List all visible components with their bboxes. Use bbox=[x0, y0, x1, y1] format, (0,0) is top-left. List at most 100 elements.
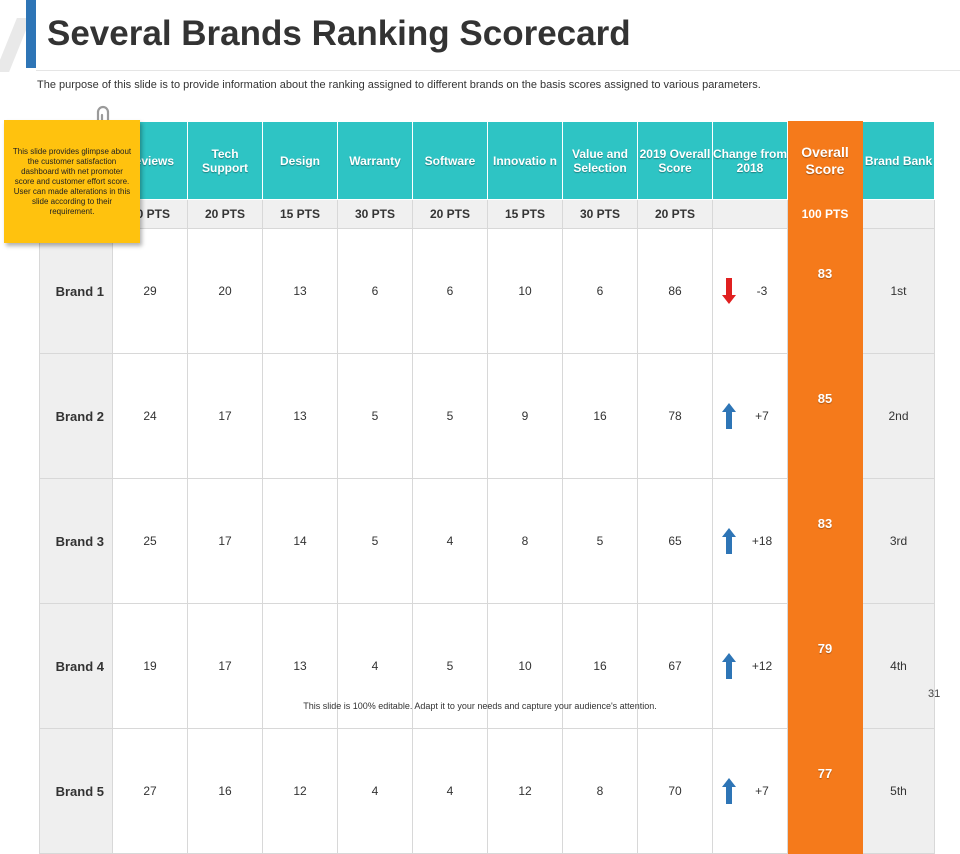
title-accent-bar bbox=[26, 0, 36, 68]
change-value: +18 bbox=[751, 534, 773, 548]
score-cell: 27 bbox=[112, 728, 188, 854]
score-cell: 17 bbox=[187, 603, 263, 729]
points-cell: 20 PTS bbox=[637, 199, 713, 229]
score-cell: 19 bbox=[112, 603, 188, 729]
overall-score: 83 bbox=[787, 478, 863, 604]
brand-name: Brand 5 bbox=[39, 728, 113, 854]
score-cell: 78 bbox=[637, 353, 713, 479]
score-cell: 17 bbox=[187, 478, 263, 604]
header-cell: Overall Score bbox=[787, 121, 863, 200]
header-row: Reviews Tech Support Design Warranty Softwar… bbox=[39, 121, 935, 200]
title-divider bbox=[36, 70, 960, 71]
change-cell: +7 bbox=[712, 353, 788, 479]
points-cell: 20 PTS bbox=[187, 199, 263, 229]
score-cell: 16 bbox=[562, 603, 638, 729]
brand-rank: 1st bbox=[862, 228, 935, 354]
change-cell: +18 bbox=[712, 478, 788, 604]
brand-rank: 2nd bbox=[862, 353, 935, 479]
score-cell: 12 bbox=[262, 728, 338, 854]
arrow-up-icon bbox=[722, 403, 736, 429]
brand-name: Brand 2 bbox=[39, 353, 113, 479]
arrow-down-icon bbox=[722, 278, 736, 304]
points-cell: 15 PTS bbox=[487, 199, 563, 229]
header-cell: Design bbox=[262, 121, 338, 200]
sticky-note: This slide provides glimpse about the cu… bbox=[4, 120, 140, 243]
slide-title: Several Brands Ranking Scorecard bbox=[47, 14, 631, 53]
score-cell: 70 bbox=[637, 728, 713, 854]
score-cell: 10 bbox=[487, 228, 563, 354]
score-cell: 4 bbox=[412, 478, 488, 604]
score-cell: 20 bbox=[187, 228, 263, 354]
score-cell: 4 bbox=[412, 728, 488, 854]
brand-rank: 4th bbox=[862, 603, 935, 729]
scorecard-body: Reviews Tech Support Design Warranty Softwar… bbox=[39, 121, 935, 854]
table-row: Brand 1 29 20 13 6 6 10 6 86 -3 83 1st bbox=[39, 228, 935, 354]
overall-score: 85 bbox=[787, 353, 863, 479]
score-cell: 5 bbox=[562, 478, 638, 604]
score-cell: 5 bbox=[337, 353, 413, 479]
change-cell: +12 bbox=[712, 603, 788, 729]
arrow-up-icon bbox=[722, 653, 736, 679]
arrow-up-icon bbox=[722, 528, 736, 554]
header-cell: Innovatio n bbox=[487, 121, 563, 200]
header-cell: Brand Bank bbox=[862, 121, 935, 200]
table-row: Brand 2 24 17 13 5 5 9 16 78 +7 85 2nd bbox=[39, 353, 935, 479]
title-bar: Several Brands Ranking Scorecard bbox=[0, 0, 960, 75]
scorecard-table: Reviews Tech Support Design Warranty Softwar… bbox=[39, 121, 935, 854]
score-cell: 67 bbox=[637, 603, 713, 729]
score-cell: 24 bbox=[112, 353, 188, 479]
change-value: +7 bbox=[755, 409, 769, 423]
points-cell: 30 PTS bbox=[562, 199, 638, 229]
points-cell bbox=[862, 199, 935, 229]
brand-name: Brand 1 bbox=[39, 228, 113, 354]
change-value: -3 bbox=[756, 284, 768, 298]
score-cell: 17 bbox=[187, 353, 263, 479]
score-cell: 14 bbox=[262, 478, 338, 604]
header-cell: Software bbox=[412, 121, 488, 200]
score-cell: 12 bbox=[487, 728, 563, 854]
overall-score: 77 bbox=[787, 728, 863, 854]
score-cell: 8 bbox=[562, 728, 638, 854]
header-cell: Warranty bbox=[337, 121, 413, 200]
arrow-up-icon bbox=[722, 778, 736, 804]
points-cell: 100 PTS bbox=[787, 199, 863, 229]
score-cell: 16 bbox=[562, 353, 638, 479]
score-cell: 6 bbox=[337, 228, 413, 354]
score-cell: 13 bbox=[262, 603, 338, 729]
change-value: +7 bbox=[755, 784, 769, 798]
score-cell: 16 bbox=[187, 728, 263, 854]
points-cell bbox=[712, 199, 788, 229]
score-cell: 4 bbox=[337, 603, 413, 729]
score-cell: 65 bbox=[637, 478, 713, 604]
score-cell: 5 bbox=[337, 478, 413, 604]
points-cell: 15 PTS bbox=[262, 199, 338, 229]
score-cell: 9 bbox=[487, 353, 563, 479]
table-row: Brand 5 27 16 12 4 4 12 8 70 +7 77 5th bbox=[39, 728, 935, 854]
table-row: Brand 3 25 17 14 5 4 8 5 65 +18 83 3rd bbox=[39, 478, 935, 604]
table-row: Brand 4 19 17 13 4 5 10 16 67 +12 79 4th bbox=[39, 603, 935, 729]
overall-score: 83 bbox=[787, 228, 863, 354]
score-cell: 5 bbox=[412, 603, 488, 729]
page-number: 31 bbox=[928, 688, 941, 700]
change-cell: +7 bbox=[712, 728, 788, 854]
points-cell: 20 PTS bbox=[412, 199, 488, 229]
header-cell: 2019 Overall Score bbox=[637, 121, 713, 200]
score-cell: 6 bbox=[562, 228, 638, 354]
points-row: 20 PTS 20 PTS 15 PTS 30 PTS 20 PTS 15 PTS 30 P… bbox=[39, 199, 935, 229]
change-cell: -3 bbox=[712, 228, 788, 354]
change-value: +12 bbox=[751, 659, 773, 673]
header-cell: Value and Selection bbox=[562, 121, 638, 200]
brand-name: Brand 4 bbox=[39, 603, 113, 729]
overall-score: 79 bbox=[787, 603, 863, 729]
score-cell: 25 bbox=[112, 478, 188, 604]
score-cell: 5 bbox=[412, 353, 488, 479]
score-cell: 13 bbox=[262, 228, 338, 354]
header-cell: Tech Support bbox=[187, 121, 263, 200]
brand-name: Brand 3 bbox=[39, 478, 113, 604]
slide-footer: This slide is 100% editable. Adapt it to… bbox=[303, 701, 657, 711]
score-cell: 86 bbox=[637, 228, 713, 354]
score-cell: 6 bbox=[412, 228, 488, 354]
slide-subtitle: The purpose of this slide is to provide … bbox=[37, 79, 761, 91]
score-cell: 13 bbox=[262, 353, 338, 479]
header-cell: Change from 2018 bbox=[712, 121, 788, 200]
